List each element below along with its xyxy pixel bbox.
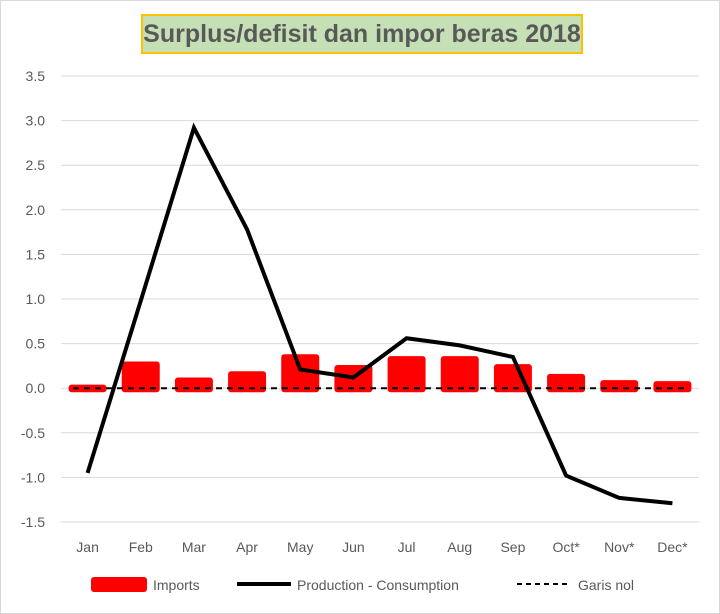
bar-imports bbox=[600, 380, 639, 393]
bar-imports bbox=[387, 356, 426, 393]
bar-imports bbox=[547, 373, 586, 393]
x-tick-label: Jul bbox=[398, 539, 416, 555]
y-tick-label: 2.0 bbox=[26, 202, 46, 218]
x-tick-label: Jun bbox=[342, 539, 365, 555]
chart-title: Surplus/defisit dan impor beras 2018 bbox=[141, 14, 583, 54]
x-tick-label: Feb bbox=[129, 539, 153, 555]
legend-label-line: Production - Consumption bbox=[297, 577, 459, 593]
x-tick-label: Apr bbox=[236, 539, 258, 555]
y-tick-label: -1.5 bbox=[21, 514, 45, 530]
y-tick-label: -1.0 bbox=[21, 469, 45, 485]
bar-imports bbox=[653, 381, 692, 393]
x-tick-label: Nov* bbox=[604, 539, 635, 555]
x-tick-label: Oct* bbox=[552, 539, 580, 555]
y-tick-label: 0.0 bbox=[26, 380, 46, 396]
x-tick-label: Aug bbox=[447, 539, 472, 555]
x-tick-label: Jan bbox=[76, 539, 99, 555]
bar-imports bbox=[281, 354, 320, 393]
bar-imports bbox=[493, 364, 532, 393]
line-production-consumption bbox=[85, 122, 673, 506]
y-tick-label: 3.5 bbox=[26, 68, 46, 84]
legend-label-zero: Garis nol bbox=[578, 577, 634, 593]
bar-imports bbox=[228, 371, 267, 393]
y-tick-label: 0.5 bbox=[26, 336, 46, 352]
bar-imports bbox=[440, 356, 479, 393]
bar-imports bbox=[121, 361, 160, 393]
y-tick-label: 1.5 bbox=[26, 246, 46, 262]
bar-imports bbox=[174, 377, 213, 393]
x-tick-label: Mar bbox=[182, 539, 206, 555]
x-tick-label: Sep bbox=[500, 539, 525, 555]
y-tick-label: -0.5 bbox=[21, 425, 45, 441]
x-tick-label: May bbox=[287, 539, 313, 555]
x-tick-label: Dec* bbox=[657, 539, 688, 555]
legend-label-imports: Imports bbox=[153, 577, 200, 593]
y-tick-label: 1.0 bbox=[26, 291, 46, 307]
legend-swatch-imports bbox=[91, 577, 147, 592]
y-tick-label: 3.0 bbox=[26, 113, 46, 129]
y-tick-label: 2.5 bbox=[26, 157, 46, 173]
